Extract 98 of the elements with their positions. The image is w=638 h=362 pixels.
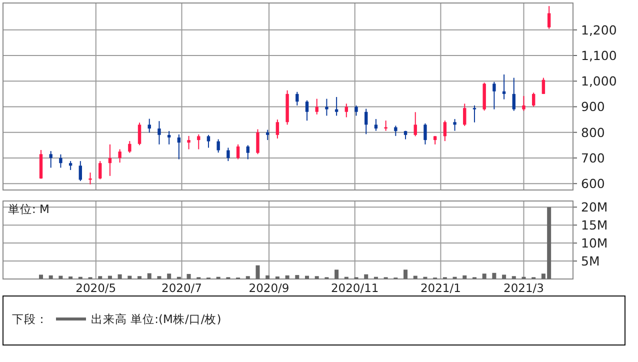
x-tick-label: 2021/1 [420, 281, 461, 295]
candlestick [88, 172, 92, 185]
candlestick [492, 81, 496, 110]
bar [404, 270, 408, 279]
candlestick [532, 92, 536, 108]
candlestick [296, 91, 299, 106]
bar [502, 274, 506, 279]
bar [462, 275, 467, 279]
candlestick [364, 108, 368, 135]
candlestick [334, 96, 338, 116]
y-tick-label: 5M [581, 254, 600, 269]
bar [364, 274, 368, 279]
y-tick-label: 800 [581, 124, 605, 140]
y-tick-label: 1,100 [581, 48, 617, 64]
candlestick [236, 144, 240, 160]
candlestick [276, 119, 280, 140]
bar [246, 276, 250, 279]
candlestick [138, 122, 142, 146]
candlestick [158, 120, 161, 145]
bar [118, 274, 122, 279]
x-tick-label: 2020/9 [248, 281, 290, 295]
candlestick [78, 160, 82, 182]
bar [482, 274, 486, 279]
candlestick [177, 134, 181, 160]
candlestick [502, 74, 506, 100]
candlestick [246, 144, 250, 160]
candlestick [266, 129, 270, 141]
candlestick [512, 77, 516, 112]
y-axis-title: 単位: M [8, 202, 50, 216]
bar [295, 275, 300, 279]
candlestick [49, 150, 52, 168]
x-tick-label: 2021/3 [504, 281, 544, 295]
bar [275, 276, 280, 279]
candlestick [197, 134, 200, 150]
bar [128, 276, 132, 279]
bar [68, 276, 73, 279]
candlestick [187, 135, 190, 150]
y-tick-label: 10M [581, 236, 608, 251]
candlestick [148, 118, 151, 134]
candlestick [424, 122, 427, 145]
bar [58, 276, 63, 279]
candlestick [315, 98, 318, 115]
candlestick [463, 103, 466, 126]
bar [266, 275, 270, 279]
candlestick [384, 120, 388, 132]
x-tick-label: 2020/5 [76, 281, 116, 295]
x-tick-label: 2020/11 [330, 281, 379, 295]
legend: 下段： 出来高 単位:(M株/口/枚) [2, 296, 626, 346]
candlestick [256, 128, 260, 155]
candlestick [216, 138, 220, 154]
candlestick [206, 134, 210, 148]
candlestick [344, 103, 348, 118]
bar [39, 274, 43, 279]
bar [256, 265, 260, 279]
candlestick [414, 112, 417, 137]
bar [157, 276, 162, 279]
legend-title: 下段： [12, 312, 48, 326]
bar [314, 276, 319, 279]
candlestick [542, 77, 546, 94]
candlestick [98, 160, 102, 180]
bar [413, 276, 418, 279]
bar [285, 275, 290, 279]
candlestick [226, 147, 230, 162]
y-tick-label: 700 [581, 150, 605, 166]
y-tick-label: 600 [581, 176, 605, 192]
candlestick [394, 125, 398, 136]
bar [512, 276, 516, 279]
bar [48, 275, 53, 279]
y-tick-label: 20M [581, 200, 608, 215]
bar [108, 276, 112, 279]
candlestick [443, 120, 447, 142]
bar [334, 270, 339, 279]
candlestick [522, 95, 526, 112]
candlestick [128, 140, 132, 154]
candlestick [167, 130, 171, 145]
y-tick-label: 900 [581, 99, 605, 114]
candlestick [547, 6, 551, 30]
bar [492, 272, 496, 279]
bar [98, 276, 102, 279]
bar [186, 274, 191, 279]
candlestick [354, 104, 358, 116]
candlestick [118, 148, 122, 164]
bar [167, 274, 172, 279]
y-tick-label: 1,200 [581, 22, 617, 38]
candlestick [325, 98, 328, 116]
candlestick [453, 118, 456, 132]
x-tick-label: 2020/7 [162, 281, 202, 295]
candlestick [374, 118, 378, 132]
candlestick [108, 144, 112, 176]
y-tick-label: 15M [581, 218, 608, 233]
bar [138, 276, 142, 279]
bar [147, 273, 152, 279]
legend-label: 出来高 単位:(M株/口/枚) [91, 312, 222, 326]
candlestick [305, 100, 309, 122]
candlestick [472, 104, 476, 123]
bar [305, 276, 309, 279]
y-tick-label: 1,000 [581, 74, 617, 89]
candlestick [59, 154, 62, 168]
